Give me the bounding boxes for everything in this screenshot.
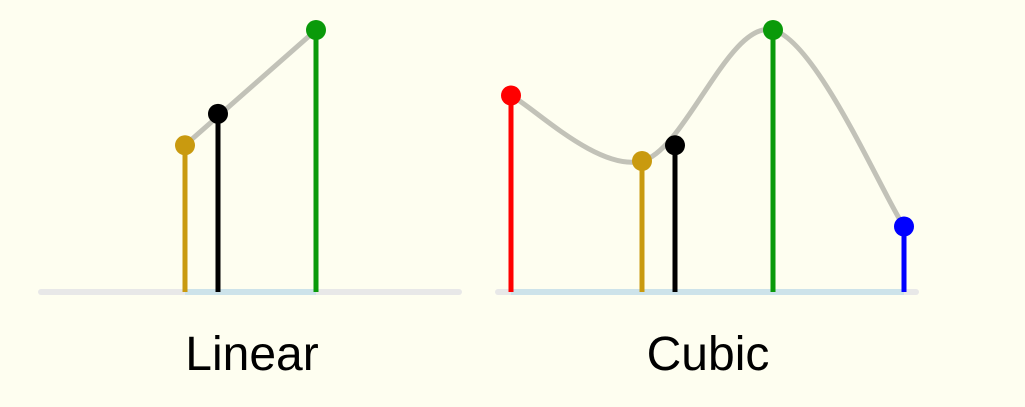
linear-point-sample xyxy=(208,103,228,124)
cubic-label: Cubic xyxy=(647,328,770,381)
cubic-point-p2 xyxy=(763,20,783,40)
linear-point-p1 xyxy=(175,135,195,156)
linear-panel: Linear xyxy=(38,20,462,381)
cubic-point-p1 xyxy=(632,151,652,171)
cubic-interpolation-curve xyxy=(508,27,907,229)
cubic-point-sample xyxy=(665,135,685,156)
cubic-panel: Cubic xyxy=(495,20,919,381)
linear-point-p2 xyxy=(306,20,326,40)
linear-interpolation-line xyxy=(182,27,319,148)
cubic-stems xyxy=(501,20,914,292)
linear-stems xyxy=(175,20,326,292)
cubic-point-p0 xyxy=(501,85,521,106)
linear-label: Linear xyxy=(185,328,318,381)
cubic-point-p3 xyxy=(894,216,914,237)
